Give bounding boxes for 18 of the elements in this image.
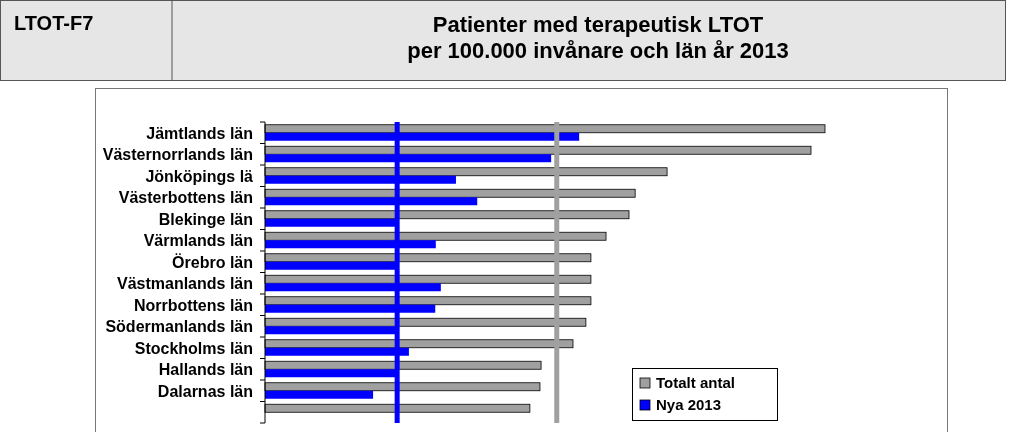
y-tick-label: Hallands län	[158, 361, 253, 379]
y-tick-label: Södermanlands län	[105, 318, 253, 336]
y-tick-label: Västerbottens län	[118, 189, 253, 207]
y-tick-label: Stockholms län	[134, 339, 253, 357]
y-tick-label: Jämtlands län	[146, 124, 253, 142]
y-tick-label: Norrbottens län	[133, 296, 253, 314]
y-tick-label: Västmanlands län	[116, 275, 253, 293]
y-tick-label: Västernorrlands län	[102, 146, 253, 164]
y-tick-label: Jönköpings lä	[145, 167, 254, 185]
legend-label: Totalt antal	[656, 374, 735, 391]
bar	[265, 390, 374, 399]
y-tick-label: Blekinge län	[158, 210, 253, 228]
y-tick-label: Värmlands län	[143, 232, 253, 250]
chart-title: Patienter med terapeutisk LTOT per 100.000 invånare och län år 2013	[407, 12, 789, 63]
y-tick-label: Dalarnas län	[157, 382, 253, 400]
legend-label: Nya 2013	[656, 396, 722, 413]
text: LTOT-F7	[14, 12, 94, 34]
y-tick-label: Örebro län	[172, 252, 253, 271]
